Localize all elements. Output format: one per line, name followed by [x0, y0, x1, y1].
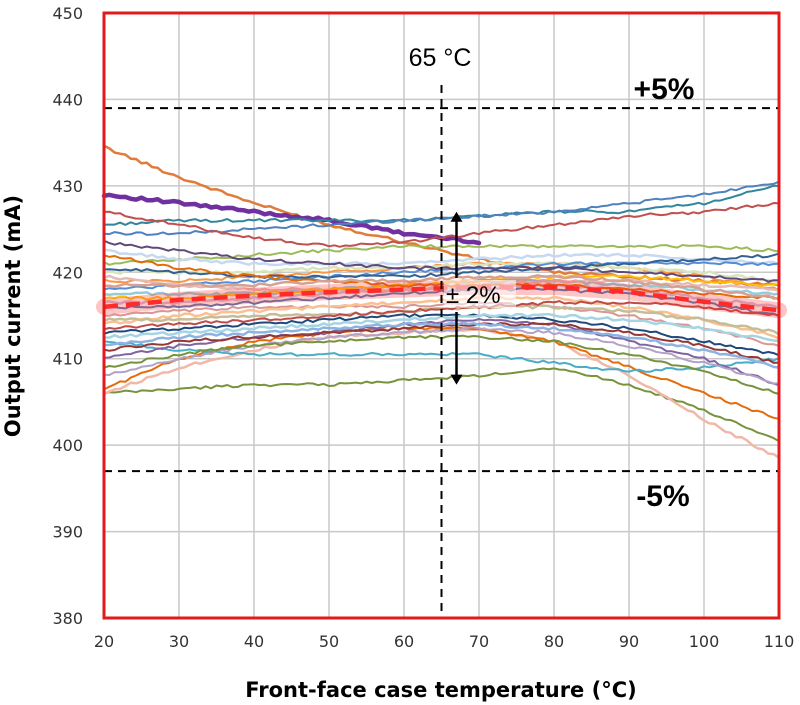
series-line: [101, 192, 482, 246]
x-tick-label: 80: [544, 632, 564, 651]
x-tick-label: 50: [319, 632, 339, 651]
series-line: [103, 244, 780, 266]
spread-label: ± 2%: [446, 282, 501, 309]
series-line: [102, 248, 781, 267]
tick-labels: 20 30 40 50 60 70 80 90 100 110 380 390 400 410 420 430…: [52, 4, 794, 651]
vertical-line-label: 65 °C: [409, 44, 472, 72]
y-tick-label: 430: [52, 177, 83, 196]
x-tick-label: 100: [689, 632, 720, 651]
x-tick-label: 110: [764, 632, 795, 651]
y-tick-label: 420: [52, 263, 83, 282]
arrow-down-icon: [450, 374, 463, 385]
series-line: [102, 144, 781, 287]
series-line: [103, 202, 780, 248]
series-line: [103, 367, 780, 443]
upper-limit-label: +5%: [634, 73, 695, 106]
y-tick-label: 390: [52, 523, 83, 542]
y-tick-label: 410: [52, 350, 83, 369]
plot-frame: [102, 11, 781, 620]
y-axis-title: Output current (mA): [1, 195, 25, 437]
lower-limit-label: -5%: [636, 480, 689, 513]
x-tick-label: 30: [169, 632, 189, 651]
arrow-up-icon: [450, 211, 463, 222]
spread-label-background: [444, 280, 516, 308]
series-line: [102, 274, 781, 300]
y-tick-label: 380: [52, 609, 83, 628]
x-tick-label: 40: [244, 632, 264, 651]
x-axis-title: Front-face case temperature (°C): [245, 678, 636, 702]
x-tick-label: 70: [469, 632, 489, 651]
series-line: [102, 261, 781, 283]
y-tick-label: 450: [52, 4, 83, 23]
y-tick-label: 400: [52, 436, 83, 455]
reference-lines: [104, 85, 779, 618]
x-tick-label: 90: [619, 632, 639, 651]
series-line: [103, 184, 780, 226]
y-tick-label: 440: [52, 90, 83, 109]
x-tick-label: 60: [394, 632, 414, 651]
x-tick-label: 20: [94, 632, 114, 651]
